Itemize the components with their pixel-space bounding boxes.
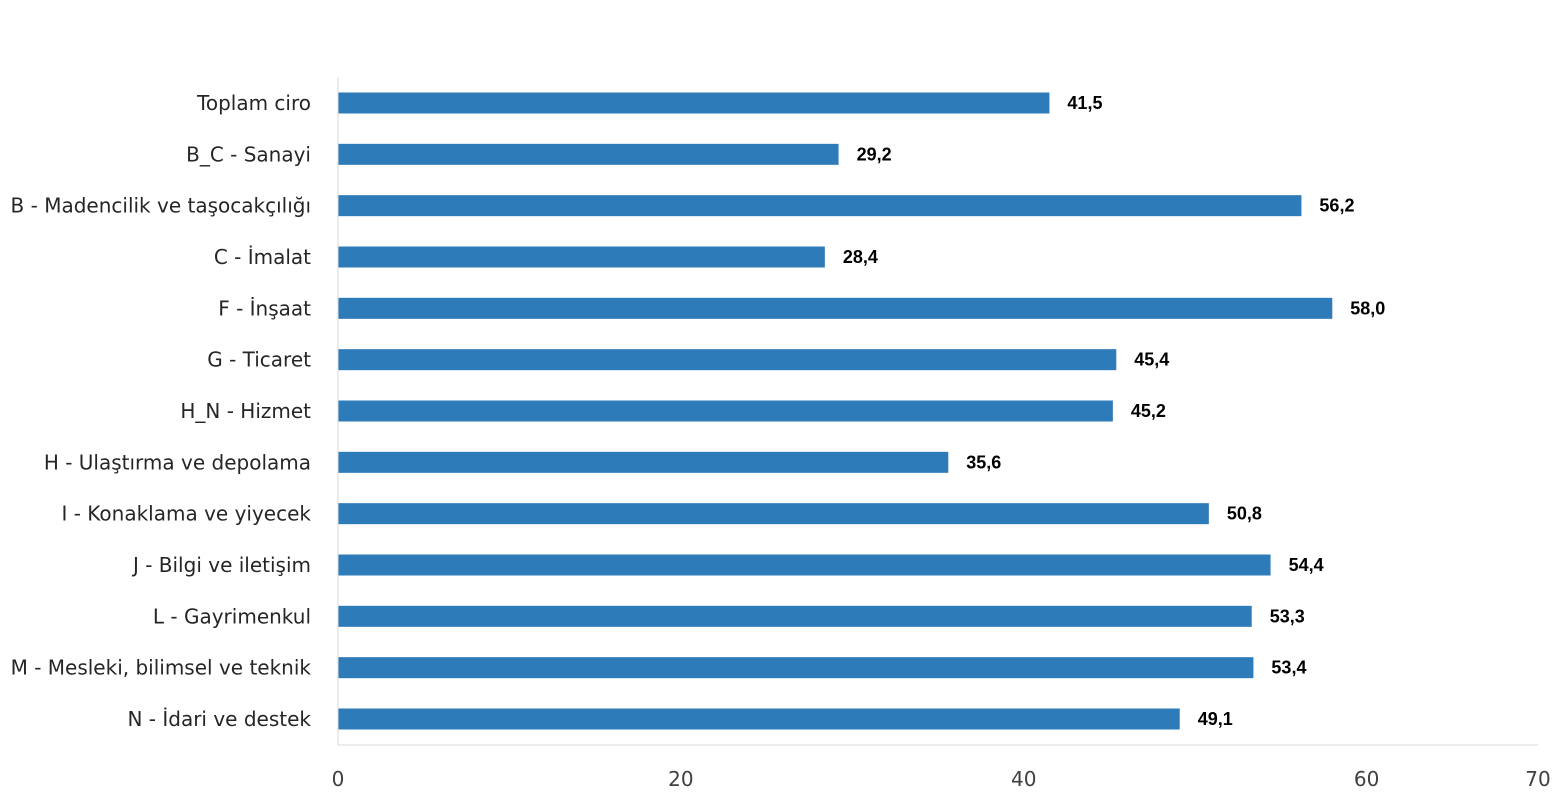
bar-4 xyxy=(338,297,1333,319)
category-label: Toplam ciro xyxy=(196,91,311,115)
value-label: 53,3 xyxy=(1270,606,1305,626)
value-label: 58,0 xyxy=(1350,298,1385,318)
value-label: 45,4 xyxy=(1134,350,1169,370)
x-tick-labels: 0 20 40 60 70 xyxy=(332,767,1551,791)
value-label: 49,1 xyxy=(1198,709,1233,729)
value-label: 41,5 xyxy=(1067,93,1102,113)
category-label: B_C - Sanayi xyxy=(186,142,311,166)
value-label: 50,8 xyxy=(1227,504,1262,524)
x-tick-label: 70 xyxy=(1525,767,1550,791)
category-label: N - İdari ve destek xyxy=(127,707,311,731)
category-label: I - Konaklama ve yiyecek xyxy=(61,502,311,526)
x-tick-label: 0 xyxy=(332,767,345,791)
category-label: F - İnşaat xyxy=(218,296,311,320)
bar-10 xyxy=(338,605,1252,627)
value-label: 53,4 xyxy=(1271,658,1306,678)
category-label: M - Mesleki, bilimsel ve teknik xyxy=(11,656,312,680)
value-label: 35,6 xyxy=(966,452,1001,472)
category-label: L - Gayrimenkul xyxy=(153,604,311,628)
value-labels: 41,5 29,2 56,2 28,4 58,0 45,4 45,2 35,6 50,8 54,4… xyxy=(843,93,1385,729)
bar-12 xyxy=(338,708,1180,730)
category-label: B - Madencilik ve taşocakçılığı xyxy=(11,194,311,218)
bar-2 xyxy=(338,195,1302,217)
bar-0 xyxy=(338,92,1050,114)
category-label: J - Bilgi ve iletişim xyxy=(131,553,311,577)
x-tick-label: 20 xyxy=(668,767,693,791)
category-label: C - İmalat xyxy=(214,245,311,269)
value-label: 56,2 xyxy=(1319,196,1354,216)
bar-9 xyxy=(338,554,1271,576)
bar-1 xyxy=(338,143,839,165)
category-label: G - Ticaret xyxy=(207,348,311,372)
bar-6 xyxy=(338,400,1113,422)
x-tick-label: 40 xyxy=(1011,767,1036,791)
value-label: 28,4 xyxy=(843,247,878,267)
category-labels: Toplam ciro B_C - Sanayi B - Madencilik ve… xyxy=(11,91,312,731)
value-label: 54,4 xyxy=(1289,555,1324,575)
x-tick-label: 60 xyxy=(1354,767,1379,791)
category-label: H - Ulaştırma ve depolama xyxy=(44,450,311,474)
bar-8 xyxy=(338,503,1209,525)
value-label: 29,2 xyxy=(857,144,892,164)
category-label: H_N - Hizmet xyxy=(180,399,311,423)
value-label: 45,2 xyxy=(1131,401,1166,421)
bar-5 xyxy=(338,349,1117,371)
bar-7 xyxy=(338,451,949,473)
bars-group xyxy=(338,92,1333,730)
bar-3 xyxy=(338,246,825,268)
bar-11 xyxy=(338,657,1254,679)
